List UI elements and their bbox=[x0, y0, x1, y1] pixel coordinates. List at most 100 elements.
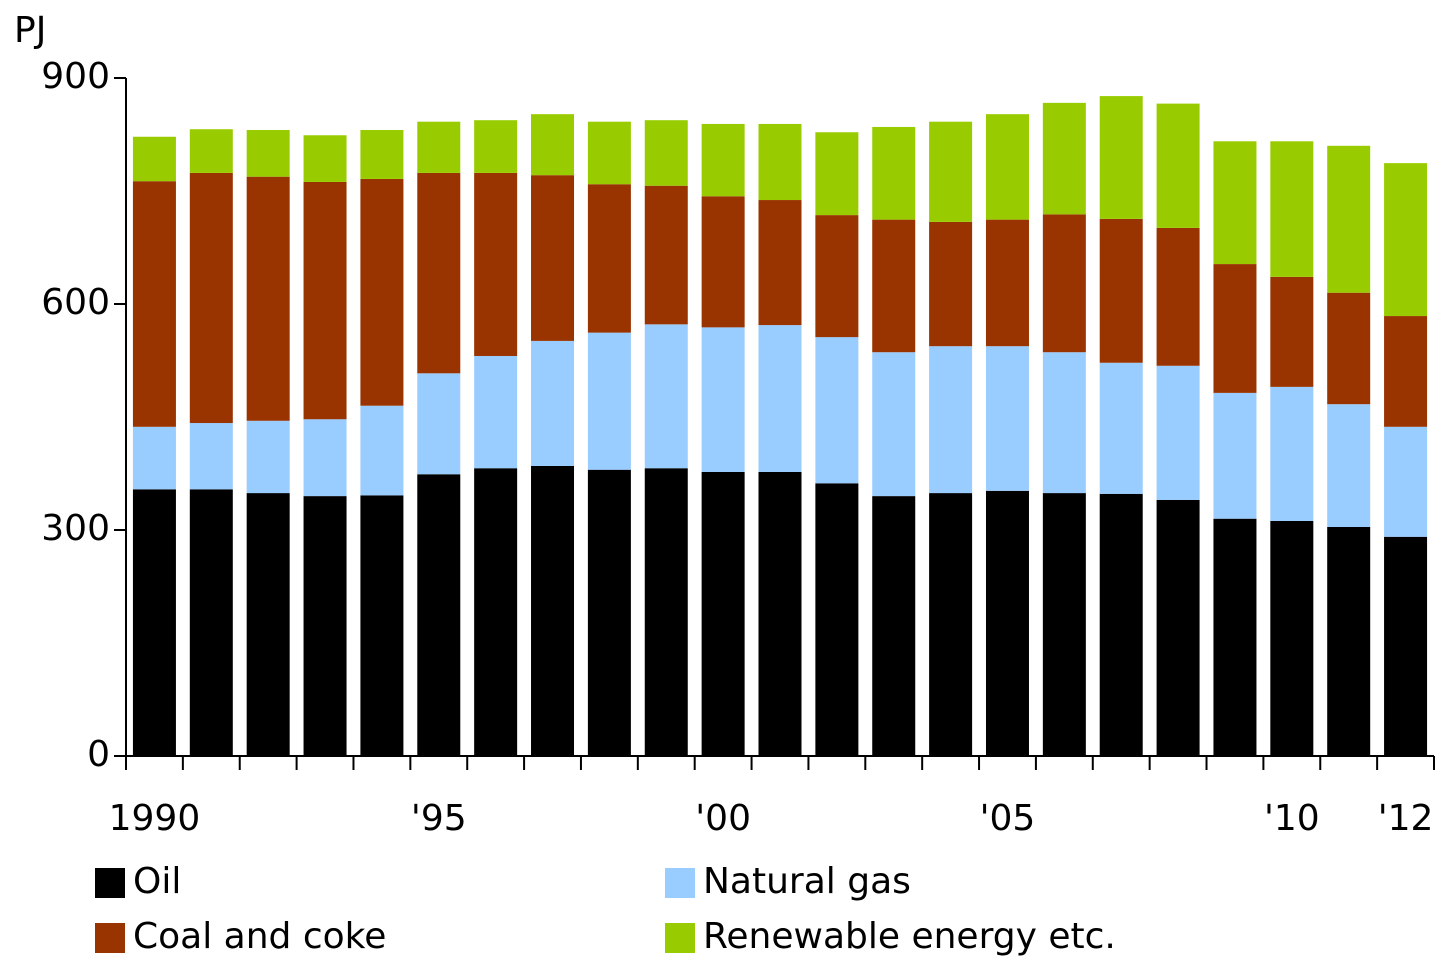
legend-label: Renewable energy etc. bbox=[703, 916, 1116, 957]
bar-segment bbox=[1327, 404, 1371, 527]
bar-segment bbox=[1042, 352, 1086, 494]
bar-segment bbox=[246, 493, 290, 756]
bar-segment bbox=[1042, 102, 1086, 215]
bar-segment bbox=[531, 175, 575, 341]
bar-segment bbox=[872, 219, 916, 353]
bar-segment bbox=[474, 172, 518, 356]
legend-label: Natural gas bbox=[703, 861, 911, 902]
bar-segment bbox=[417, 474, 461, 756]
bar-segment bbox=[132, 489, 176, 756]
bar-segment bbox=[417, 373, 461, 475]
bar-segment bbox=[189, 423, 233, 490]
bar-segment bbox=[1099, 362, 1143, 494]
bar-segment bbox=[644, 324, 688, 469]
bar-segment bbox=[246, 176, 290, 421]
x-tick-label: '10 bbox=[1264, 798, 1320, 839]
legend-swatch bbox=[665, 868, 695, 898]
bar-segment bbox=[644, 468, 688, 756]
bar-segment bbox=[1099, 96, 1143, 219]
bar-segment bbox=[189, 489, 233, 756]
bar-segment bbox=[246, 420, 290, 494]
bar-segment bbox=[1099, 218, 1143, 363]
bar-segment bbox=[1270, 276, 1314, 387]
bar-segment bbox=[1327, 292, 1371, 405]
x-tick-label: '05 bbox=[980, 798, 1036, 839]
bar-segment bbox=[872, 496, 916, 756]
bar-segment bbox=[360, 495, 404, 756]
bar-segment bbox=[1042, 493, 1086, 756]
bar-segment bbox=[531, 114, 575, 176]
bar-segment bbox=[701, 123, 745, 197]
legend-swatch bbox=[95, 868, 125, 898]
bar-segment bbox=[1213, 392, 1257, 519]
bar-segment bbox=[587, 332, 631, 470]
bar-segment bbox=[815, 337, 859, 484]
y-tick-label: 600 bbox=[41, 282, 110, 323]
bar-segment bbox=[1213, 264, 1257, 393]
bar-segment bbox=[474, 355, 518, 469]
bar-segment bbox=[929, 221, 973, 347]
bar-segment bbox=[1156, 365, 1200, 500]
bar-segment bbox=[587, 184, 631, 333]
bar-segment bbox=[1384, 426, 1428, 537]
bar-segment bbox=[189, 129, 233, 173]
bar-segment bbox=[1099, 493, 1143, 756]
y-axis-label: PJ bbox=[14, 10, 46, 51]
x-tick-label: '95 bbox=[411, 798, 467, 839]
bar-segment bbox=[417, 121, 461, 173]
bar-segment bbox=[701, 327, 745, 472]
bar-segment bbox=[1384, 536, 1428, 756]
bar-segment bbox=[929, 346, 973, 494]
bar-segment bbox=[1270, 386, 1314, 521]
y-tick-label: 300 bbox=[41, 508, 110, 549]
bar-segment bbox=[872, 126, 916, 220]
bar-segment bbox=[758, 200, 802, 326]
bar-segment bbox=[1384, 163, 1428, 317]
bar-segment bbox=[985, 346, 1029, 491]
bar-segment bbox=[1213, 518, 1257, 756]
bar-segment bbox=[587, 469, 631, 756]
bar-segment bbox=[303, 419, 347, 497]
x-tick-label: 1990 bbox=[109, 798, 201, 839]
x-tick-label: '12 bbox=[1378, 798, 1434, 839]
bar-segment bbox=[246, 129, 290, 177]
bar-segment bbox=[758, 123, 802, 201]
bar-segment bbox=[417, 172, 461, 374]
bar-segment bbox=[360, 178, 404, 406]
bar-segment bbox=[929, 121, 973, 222]
bar-segment bbox=[701, 196, 745, 328]
bar-segment bbox=[872, 352, 916, 497]
legend-label: Coal and coke bbox=[133, 916, 386, 957]
bar-segment bbox=[1156, 227, 1200, 366]
bar-segment bbox=[132, 181, 176, 427]
bar-segment bbox=[474, 468, 518, 756]
bar-segment bbox=[1156, 103, 1200, 228]
bar-segment bbox=[1327, 145, 1371, 293]
bar-segment bbox=[132, 426, 176, 490]
bar-segment bbox=[1270, 520, 1314, 756]
bar-segment bbox=[815, 132, 859, 216]
bar-segment bbox=[701, 471, 745, 756]
y-tick-label: 900 bbox=[41, 56, 110, 97]
bar-segment bbox=[587, 121, 631, 185]
bar-segment bbox=[1042, 214, 1086, 353]
bar-segment bbox=[985, 490, 1029, 756]
bar-segment bbox=[758, 471, 802, 756]
bar-segment bbox=[531, 465, 575, 756]
bar-segment bbox=[644, 185, 688, 325]
y-tick-label: 0 bbox=[87, 734, 110, 775]
bar-segment bbox=[644, 120, 688, 186]
bar-segment bbox=[1213, 141, 1257, 265]
legend-swatch bbox=[665, 923, 695, 953]
bar-segment bbox=[360, 129, 404, 179]
bar-segment bbox=[1327, 526, 1371, 756]
bar-segment bbox=[189, 172, 233, 424]
x-tick-label: '00 bbox=[695, 798, 751, 839]
bar-segment bbox=[1156, 499, 1200, 756]
bar-segment bbox=[531, 340, 575, 466]
bar-segment bbox=[132, 136, 176, 182]
bar-segment bbox=[303, 135, 347, 182]
bar-segment bbox=[474, 120, 518, 173]
bar-segment bbox=[303, 181, 347, 420]
